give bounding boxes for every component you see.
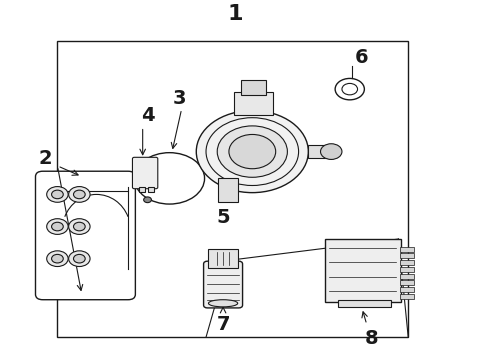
Text: 8: 8	[365, 329, 378, 348]
Circle shape	[47, 219, 68, 234]
Circle shape	[144, 197, 151, 203]
Bar	[400, 274, 414, 279]
Circle shape	[47, 251, 68, 266]
Circle shape	[51, 190, 63, 199]
Bar	[400, 287, 414, 292]
Bar	[308, 145, 330, 158]
FancyBboxPatch shape	[203, 261, 243, 308]
Circle shape	[47, 186, 68, 202]
Bar	[325, 239, 401, 302]
FancyBboxPatch shape	[234, 92, 273, 115]
Circle shape	[74, 190, 85, 199]
Text: 6: 6	[355, 48, 369, 67]
Bar	[400, 294, 414, 299]
FancyBboxPatch shape	[35, 171, 135, 300]
Circle shape	[229, 135, 276, 169]
Circle shape	[320, 144, 342, 159]
Circle shape	[69, 186, 90, 202]
Circle shape	[69, 251, 90, 266]
Circle shape	[74, 255, 85, 263]
Bar	[400, 267, 414, 272]
Circle shape	[51, 255, 63, 263]
Circle shape	[74, 222, 85, 231]
Bar	[57, 41, 408, 337]
FancyBboxPatch shape	[208, 249, 238, 268]
Bar	[400, 260, 414, 265]
Bar	[400, 280, 414, 285]
Bar	[148, 186, 154, 192]
Circle shape	[51, 222, 63, 231]
Text: 3: 3	[172, 89, 186, 108]
Text: 5: 5	[216, 208, 230, 227]
Text: 7: 7	[216, 315, 230, 334]
Bar	[338, 301, 391, 307]
Ellipse shape	[208, 300, 238, 307]
FancyBboxPatch shape	[241, 80, 266, 95]
Circle shape	[196, 111, 308, 193]
Bar	[400, 253, 414, 258]
Text: 4: 4	[141, 107, 154, 125]
Bar	[218, 178, 238, 202]
Circle shape	[217, 126, 288, 177]
Text: 1: 1	[227, 4, 243, 24]
Bar	[139, 186, 145, 192]
Circle shape	[69, 219, 90, 234]
Bar	[400, 247, 414, 252]
Text: 2: 2	[38, 149, 52, 168]
FancyBboxPatch shape	[132, 157, 158, 189]
